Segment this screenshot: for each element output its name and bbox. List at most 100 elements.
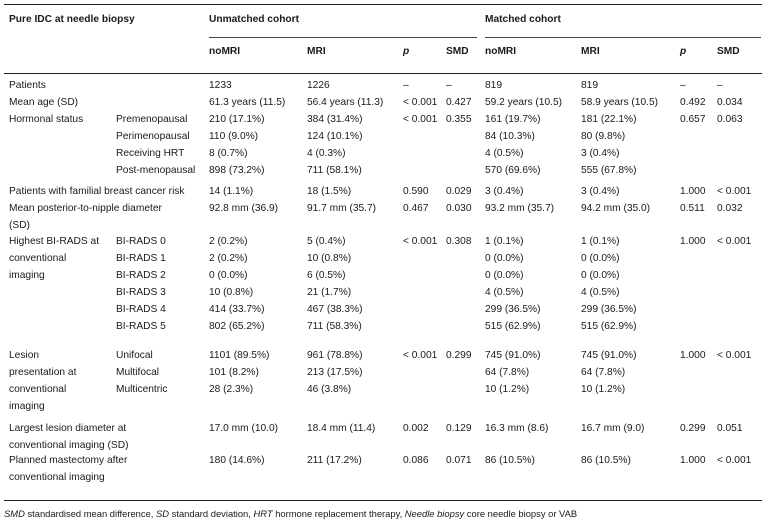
table-cell: 0 (0.0%) (485, 270, 524, 281)
footnote-segment: SD (156, 508, 170, 519)
table-cell: 86 (10.5%) (581, 455, 631, 466)
table-cell: < 0.001 (403, 114, 438, 125)
table-bottom-rule (4, 500, 762, 501)
table-cell: 0.492 (680, 97, 706, 108)
table-cell: 384 (31.4%) (307, 114, 363, 125)
table-cell: 0 (0.0%) (485, 253, 524, 264)
table-cell: 110 (9.0%) (209, 131, 259, 142)
table-cell: < 0.001 (717, 186, 752, 197)
unmatched-cohort-rule (209, 37, 477, 38)
table-cell: 211 (17.2%) (307, 455, 362, 466)
column-header: noMRI (209, 46, 241, 57)
table-cell: 555 (67.8%) (581, 165, 637, 176)
table-cell: 17.0 mm (10.0) (209, 423, 279, 434)
table-cell: 1.000 (680, 350, 706, 361)
table-cell: 0.467 (403, 203, 429, 214)
table-cell: 2 (0.2%) (209, 253, 248, 264)
row-sublabel: BI-RADS 4 (116, 304, 166, 315)
row-label: imaging (9, 270, 45, 281)
row-sublabel: Post-menopausal (116, 165, 196, 176)
table-cell: 745 (91.0%) (581, 350, 637, 361)
table-cell: 6 (0.5%) (307, 270, 346, 281)
row-sublabel: Premenopausal (116, 114, 188, 125)
table-cell: 1 (0.1%) (485, 236, 524, 247)
table-cell: 16.3 mm (8.6) (485, 423, 549, 434)
row-sublabel: Unifocal (116, 350, 153, 361)
footnote-segment: core needle biopsy or VAB (464, 508, 578, 519)
table-cell: 0.071 (446, 455, 472, 466)
table-cell: 0.029 (446, 186, 472, 197)
row-label: Patients (9, 80, 46, 91)
table-cell: 10 (1.2%) (485, 384, 530, 395)
row-sublabel: Perimenopausal (116, 131, 190, 142)
table-cell: 181 (22.1%) (581, 114, 637, 125)
table-cell: 4 (0.5%) (485, 148, 524, 159)
table-cell: 10 (0.8%) (307, 253, 352, 264)
row-label: Planned mastectomy after (9, 455, 128, 466)
row-sublabel: BI-RADS 0 (116, 236, 166, 247)
table-cell: 2 (0.2%) (209, 236, 248, 247)
table-cell: 4 (0.5%) (581, 287, 620, 298)
table-cell: 1.000 (680, 186, 706, 197)
table-title: Pure IDC at needle biopsy (9, 14, 135, 25)
column-header: MRI (581, 46, 600, 57)
table-cell: 180 (14.6%) (209, 455, 265, 466)
table-cell: 84 (10.3%) (485, 131, 535, 142)
row-label: presentation at (9, 367, 77, 378)
table-cell: 0.427 (446, 97, 472, 108)
table-cell: 58.9 years (10.5) (581, 97, 659, 108)
table-cell: 0.299 (446, 350, 472, 361)
table-cell: 0.129 (446, 423, 472, 434)
footnote-segment: HRT (253, 508, 273, 519)
table-cell: 0.355 (446, 114, 472, 125)
table-cell: 61.3 years (11.5) (209, 97, 286, 108)
table-cell: 711 (58.1%) (307, 165, 362, 176)
table-cell: 0.030 (446, 203, 472, 214)
table-cell: 802 (65.2%) (209, 321, 265, 332)
row-label: Patients with familial breast cancer ris… (9, 186, 185, 197)
table-cell: 80 (9.8%) (581, 131, 626, 142)
table-cell: 745 (91.0%) (485, 350, 541, 361)
table-cell: 515 (62.9%) (581, 321, 637, 332)
row-sublabel: BI-RADS 2 (116, 270, 166, 281)
table-cell: 515 (62.9%) (485, 321, 541, 332)
table-cell: 8 (0.7%) (209, 148, 248, 159)
row-label: Highest BI-RADS at (9, 236, 100, 247)
table-cell: 18.4 mm (11.4) (307, 423, 376, 434)
table-cell: 91.7 mm (35.7) (307, 203, 377, 214)
row-label: Lesion (9, 350, 40, 361)
row-sublabel: Multicentric (116, 384, 168, 395)
table-cell: 0.063 (717, 114, 743, 125)
column-header: p (680, 46, 687, 57)
table-cell: 3 (0.4%) (485, 186, 524, 197)
table-cell: 1 (0.1%) (581, 236, 620, 247)
row-label: imaging (9, 401, 45, 412)
matched-cohort-rule (485, 37, 761, 38)
row-label: Mean posterior-to-nipple diameter (9, 203, 162, 214)
column-header: MRI (307, 46, 326, 57)
table-cell: 4 (0.5%) (485, 287, 524, 298)
table-cell: 1226 (307, 80, 330, 91)
table-cell: 467 (38.3%) (307, 304, 363, 315)
table-cell: 0.002 (403, 423, 429, 434)
table-cell: 1233 (209, 80, 232, 91)
table-cell: – (680, 80, 686, 91)
table-cell: 59.2 years (10.5) (485, 97, 563, 108)
footnote-segment: standardised mean difference, (24, 508, 157, 519)
table-cell: 101 (8.2%) (209, 367, 259, 378)
column-header: noMRI (485, 46, 517, 57)
table-cell: 124 (10.1%) (307, 131, 363, 142)
table-cell: 961 (78.8%) (307, 350, 363, 361)
table-cell: < 0.001 (717, 350, 752, 361)
table-cell: 3 (0.4%) (581, 148, 620, 159)
table-cell: < 0.001 (717, 236, 752, 247)
table-cell: 10 (1.2%) (581, 384, 626, 395)
table-cell: 28 (2.3%) (209, 384, 254, 395)
row-sublabel: BI-RADS 5 (116, 321, 166, 332)
table-cell: 819 (581, 80, 598, 91)
footnote-segment: standard deviation, (169, 508, 254, 519)
table-cell: 92.8 mm (36.9) (209, 203, 279, 214)
table-cell: 213 (17.5%) (307, 367, 363, 378)
table-cell: 0 (0.0%) (581, 270, 620, 281)
